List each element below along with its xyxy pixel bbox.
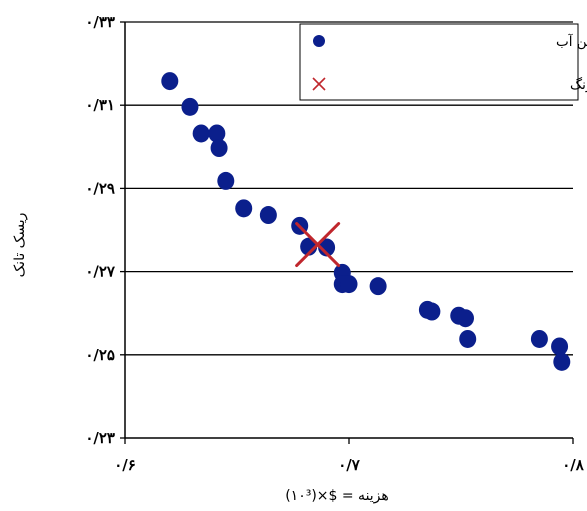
best-solution-marker [295, 222, 341, 268]
pareto-point [161, 72, 179, 91]
legend-label-pareto: منحنی پارتو با قید فشار و سن آب [556, 33, 587, 50]
pareto-point [192, 124, 210, 143]
pareto-point [340, 275, 358, 294]
pareto-point [217, 171, 235, 190]
legend-circle-marker [313, 35, 325, 47]
pareto-point [210, 139, 228, 158]
x-tick-label: ۰/۶ [114, 456, 136, 474]
y-tick-label: ۰/۳۱ [85, 96, 115, 114]
data-points [161, 72, 571, 371]
legend-label-best: بهترین جواب با استفاده از روش یونگ [570, 77, 587, 93]
y-tick-labels: ۰/۲۳ ۰/۲۵ ۰/۲۷ ۰/۲۹ ۰/۳۱ ۰/۳۳ [85, 13, 125, 447]
y-tick-label: ۰/۲۷ [85, 263, 116, 281]
pareto-point [456, 309, 474, 328]
y-tick-label: ۰/۲۳ [85, 429, 115, 447]
y-tick-label: ۰/۲۵ [85, 346, 115, 364]
legend-x-marker [312, 77, 326, 91]
legend: منحنی پارتو با قید فشار و سن آب بهترین ج… [299, 23, 587, 101]
pareto-point [181, 97, 199, 116]
pareto-point [318, 238, 336, 257]
x-tick-labels: ۰/۶ ۰/۷ ۰/۸ [114, 438, 585, 474]
x-tick-label: ۰/۷ [338, 456, 361, 474]
pareto-point [235, 199, 253, 218]
grid-lines [125, 21, 573, 356]
pareto-point [553, 352, 571, 371]
pareto-point [530, 329, 548, 348]
pareto-point [423, 302, 441, 321]
pareto-point [551, 337, 569, 356]
y-tick-label: ۰/۳۳ [85, 13, 115, 31]
legend-box [299, 23, 579, 101]
pareto-point [459, 329, 477, 348]
x-tick-label: ۰/۸ [562, 456, 585, 474]
pareto-point [369, 277, 387, 296]
pareto-point [259, 206, 277, 225]
y-tick-label: ۰/۲۹ [85, 179, 115, 197]
x-axis-label: هزینه = $×(۱۰³) [285, 488, 389, 504]
y-axis-label: ریسک تانک [12, 213, 28, 278]
pareto-point [208, 124, 226, 143]
